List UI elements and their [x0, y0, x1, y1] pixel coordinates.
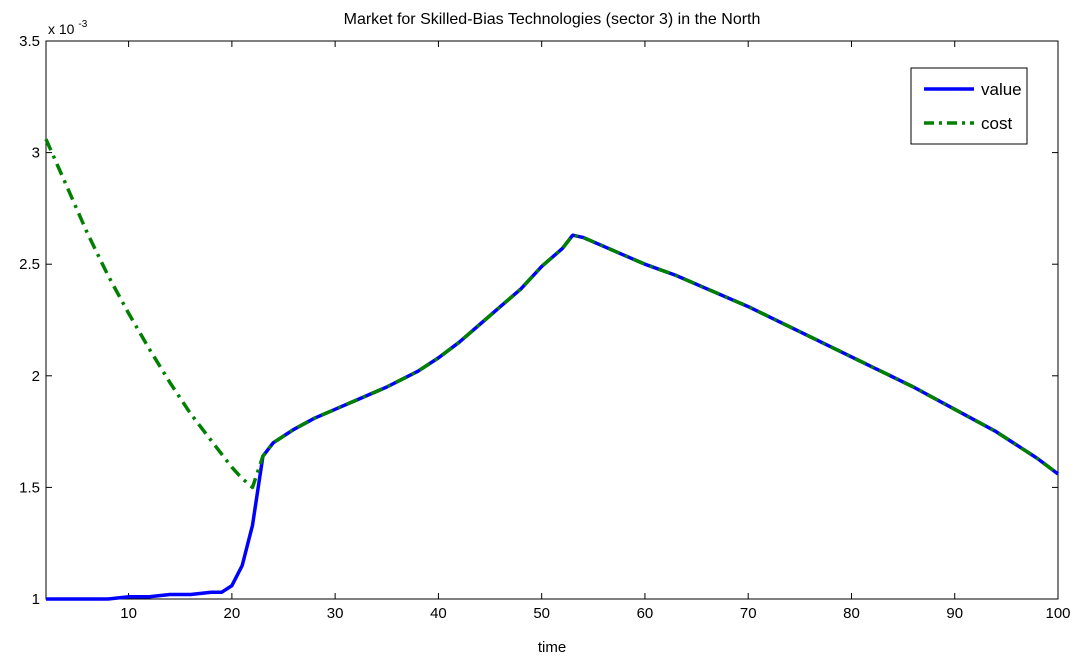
x-tick-label: 90 — [946, 605, 963, 622]
y-tick-label: 3.5 — [19, 33, 40, 50]
x-tick-label: 80 — [843, 605, 860, 622]
axis-ticks: 10 20 30 40 50 60 70 80 90 100 1 1.5 2 2.5 3 3.5 — [19, 33, 1070, 622]
y-tick-label: 1 — [32, 591, 40, 608]
y-axis-scale-factor: x 10 -3 — [48, 19, 88, 37]
x-tick-label: 30 — [327, 605, 344, 622]
y-tick-label: 2.5 — [19, 256, 40, 273]
legend: value cost — [910, 67, 1028, 145]
y-tick-label: 2 — [32, 368, 40, 385]
legend-items: value cost — [924, 80, 1022, 133]
y-axis-scale-base: x 10 — [48, 21, 75, 37]
x-tick-label: 70 — [740, 605, 757, 622]
chart-title: Market for Skilled-Bias Technologies (se… — [344, 11, 761, 28]
x-tick-label: 60 — [637, 605, 654, 622]
x-tick-label: 50 — [533, 605, 550, 622]
legend-label-value: value — [981, 80, 1022, 99]
legend-box — [910, 67, 1028, 145]
x-tick-label: 20 — [224, 605, 241, 622]
x-axis-label: time — [538, 639, 566, 656]
x-tick-label: 40 — [430, 605, 447, 622]
y-tick-label: 1.5 — [19, 479, 40, 496]
x-tick-label: 10 — [120, 605, 137, 622]
y-axis-scale-exponent: -3 — [78, 19, 87, 30]
series-lines — [44, 138, 1060, 601]
plot-area — [45, 40, 1059, 600]
y-tick-label: 3 — [32, 145, 40, 162]
series-line-cost — [44, 138, 1060, 490]
legend-label-cost: cost — [981, 114, 1012, 133]
x-tick-label: 100 — [1045, 605, 1070, 622]
